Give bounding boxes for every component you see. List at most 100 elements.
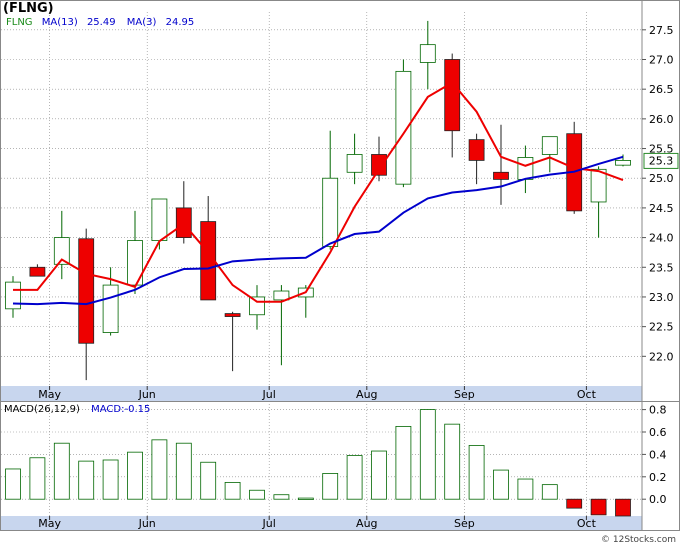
candle-down bbox=[444, 53, 461, 158]
price-tick-label: 24.0 bbox=[649, 232, 674, 245]
price-month-label: May bbox=[38, 388, 61, 401]
candle-body bbox=[419, 44, 436, 63]
candle-body bbox=[5, 281, 21, 310]
ma13-line bbox=[12, 155, 624, 306]
candle-body bbox=[590, 168, 607, 203]
price-legend: FLNG MA(13) 25.49 MA(3) 24.95 bbox=[6, 17, 194, 28]
macd-bar bbox=[395, 425, 412, 500]
macd-bar-negative bbox=[566, 498, 583, 509]
legend-ma3-label: MA(3) bbox=[127, 17, 157, 28]
macd-bar bbox=[200, 461, 217, 500]
legend-ticker: FLNG bbox=[6, 17, 33, 28]
candle-body bbox=[29, 266, 46, 277]
price-tick-label: 27.0 bbox=[649, 53, 674, 66]
candle-up bbox=[273, 285, 290, 366]
candle-body bbox=[468, 139, 485, 161]
macd-month-label: Aug bbox=[356, 517, 377, 530]
macd-tick-label: 0.0 bbox=[649, 493, 667, 506]
candle-body bbox=[517, 157, 534, 180]
legend-ma13-label: MA(13) bbox=[42, 17, 78, 28]
candle-body bbox=[346, 154, 363, 173]
macd-bar bbox=[444, 423, 461, 500]
candle-body bbox=[322, 177, 339, 247]
macd-bar bbox=[224, 481, 241, 500]
macd-bar bbox=[517, 478, 534, 500]
macd-gridlines bbox=[1, 404, 642, 516]
macd-month-label: Sep bbox=[454, 517, 475, 530]
macd-bar bbox=[127, 451, 143, 500]
chart-title: (FLNG) bbox=[3, 1, 54, 16]
macd-x-axis-band bbox=[1, 516, 642, 530]
price-month-label: Oct bbox=[577, 388, 597, 401]
candle-up bbox=[53, 210, 70, 280]
candle-body bbox=[541, 136, 558, 155]
candle-body bbox=[371, 154, 387, 176]
candle-up bbox=[615, 154, 631, 167]
price-y-axis-ticks: 22.0 22.5 23.0 23.5 24.0 24.5 25.0 25.5 26.0 26.5… bbox=[642, 24, 674, 363]
price-tick-label: 25.5 bbox=[649, 143, 674, 156]
price-tick-label: 23.5 bbox=[649, 261, 674, 274]
price-tick-label: 24.5 bbox=[649, 202, 674, 215]
macd-bar bbox=[493, 469, 509, 500]
macd-legend-value: MACD:-0.15 bbox=[91, 404, 150, 415]
candle-up bbox=[590, 166, 607, 238]
candle-body bbox=[78, 238, 95, 344]
price-tick-label: 26.0 bbox=[649, 113, 674, 126]
macd-bar bbox=[249, 489, 265, 500]
legend-ma3-value: 24.95 bbox=[166, 17, 195, 28]
candle-body bbox=[493, 171, 509, 180]
legend-ma13-value: 25.49 bbox=[87, 17, 116, 28]
candle-down bbox=[371, 136, 387, 182]
candle-down bbox=[29, 264, 46, 277]
macd-panel-frame bbox=[0, 401, 680, 531]
macd-bar bbox=[102, 459, 119, 500]
ma3-line bbox=[13, 81, 624, 303]
candle-down bbox=[468, 133, 485, 185]
price-month-label: Aug bbox=[356, 388, 377, 401]
price-tick-label: 27.5 bbox=[649, 24, 674, 37]
macd-tick-label: 0.8 bbox=[649, 404, 667, 417]
month-labels: May May Jun Jun Jul Jul Aug Aug Sep Sep Oct Oct bbox=[38, 386, 597, 530]
macd-tick-label: 0.2 bbox=[649, 471, 667, 484]
macd-bar-negative bbox=[590, 498, 607, 516]
price-month-label: Jun bbox=[138, 388, 156, 401]
macd-tick-label: 0.4 bbox=[649, 448, 667, 461]
last-price-marker: 25.3 bbox=[643, 152, 679, 169]
price-x-axis-band bbox=[1, 386, 642, 401]
macd-legend: MACD(26,12,9) MACD:-0.15 bbox=[4, 404, 150, 415]
candle-up bbox=[322, 130, 339, 250]
macd-bar bbox=[29, 457, 46, 500]
candle-up bbox=[419, 20, 436, 90]
macd-legend-title: MACD(26,12,9) bbox=[4, 404, 80, 415]
last-price-label: 25.3 bbox=[649, 154, 674, 167]
macd-month-label: Oct bbox=[577, 517, 597, 530]
watermark: © 12Stocks.com bbox=[601, 535, 676, 545]
macd-bar bbox=[175, 442, 192, 500]
price-tick-label: 23.0 bbox=[649, 291, 674, 304]
price-tick-label: 22.5 bbox=[649, 321, 674, 334]
macd-bar bbox=[322, 473, 339, 500]
candle-body bbox=[102, 284, 119, 333]
candle-up bbox=[346, 133, 363, 185]
macd-bar bbox=[371, 450, 387, 500]
candle-body bbox=[444, 59, 461, 132]
candle-body bbox=[200, 221, 217, 301]
macd-bars bbox=[5, 409, 631, 517]
macd-y-axis-ticks: 0.0 0.2 0.4 0.6 0.8 bbox=[642, 404, 667, 506]
macd-bar bbox=[53, 442, 70, 500]
macd-month-label: Jul bbox=[262, 517, 276, 530]
candle-body bbox=[249, 296, 265, 316]
macd-bar bbox=[419, 409, 436, 500]
macd-bar bbox=[78, 460, 95, 500]
price-month-label: Sep bbox=[454, 388, 475, 401]
macd-bar bbox=[151, 439, 168, 500]
candle-up bbox=[395, 59, 412, 188]
price-tick-label: 25.0 bbox=[649, 172, 674, 185]
candle-body bbox=[53, 237, 70, 265]
macd-bar bbox=[468, 445, 485, 500]
macd-tick-label: 0.6 bbox=[649, 426, 667, 439]
candle-up bbox=[5, 276, 21, 318]
macd-bar bbox=[273, 494, 290, 500]
